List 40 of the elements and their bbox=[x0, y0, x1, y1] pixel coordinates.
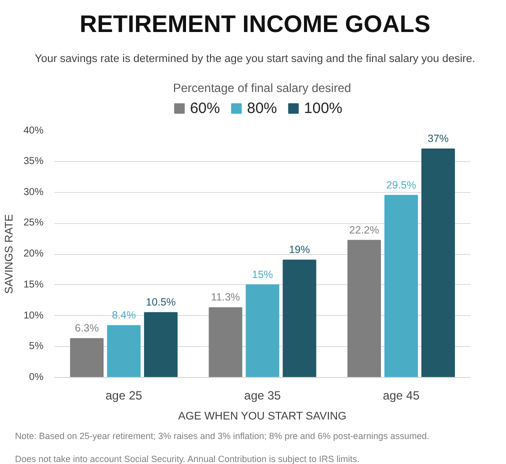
x-tick-label: age 25 bbox=[105, 388, 143, 402]
data-label: 6.3% bbox=[74, 322, 99, 335]
data-label: 37% bbox=[428, 133, 449, 146]
bar bbox=[208, 307, 242, 378]
y-axis-title: SAVINGS RATE bbox=[3, 214, 16, 294]
bar bbox=[384, 194, 418, 378]
y-tick-label: 30% bbox=[23, 186, 44, 198]
data-label: 10.5% bbox=[146, 296, 176, 309]
data-label: 15% bbox=[252, 268, 274, 281]
bar bbox=[70, 338, 104, 378]
bar bbox=[347, 240, 381, 378]
x-tick-label: age 45 bbox=[382, 388, 420, 402]
legend-title: Percentage of final salary desired bbox=[172, 80, 352, 95]
y-tick-label: 15% bbox=[23, 279, 44, 290]
text: Does not take into account Social Security. Annual Contribution is subject to IRS limits. bbox=[15, 452, 360, 464]
legend-label: 60% bbox=[190, 100, 220, 117]
bar bbox=[107, 325, 141, 378]
chart-title: RETIREMENT INCOME GOALS bbox=[80, 10, 430, 40]
data-label: 19% bbox=[288, 244, 310, 256]
data-label: 22.2% bbox=[349, 224, 380, 236]
y-tick-label: 20% bbox=[23, 248, 44, 260]
data-label: 29.5% bbox=[386, 179, 416, 192]
bar bbox=[246, 284, 280, 378]
data-label: 11.3% bbox=[211, 292, 240, 304]
legend-label: 80% bbox=[246, 100, 278, 117]
bar bbox=[421, 148, 455, 378]
chart-subtitle: Your savings rate is determined by the age you start saving and the final salary you desire. bbox=[34, 52, 476, 68]
y-tick-label: 35% bbox=[23, 156, 44, 167]
y-tick-label: 40% bbox=[23, 125, 44, 136]
x-tick-label: age 35 bbox=[244, 388, 282, 402]
bar bbox=[144, 312, 178, 378]
data-label: 8.4% bbox=[112, 310, 136, 322]
y-tick-label: 10% bbox=[23, 310, 44, 322]
y-tick-label: 0% bbox=[29, 372, 44, 383]
y-tick-label: 25% bbox=[23, 218, 44, 229]
bar bbox=[282, 260, 316, 378]
legend-label: 100% bbox=[304, 100, 342, 117]
text: Note: Based on 25-year retirement; 3% raises and 3% inflation; 8% pre and 6% post-earnings assumed. bbox=[15, 430, 430, 443]
x-axis-title: AGE WHEN YOU START SAVING bbox=[178, 410, 346, 422]
y-tick-label: 5% bbox=[29, 341, 44, 352]
